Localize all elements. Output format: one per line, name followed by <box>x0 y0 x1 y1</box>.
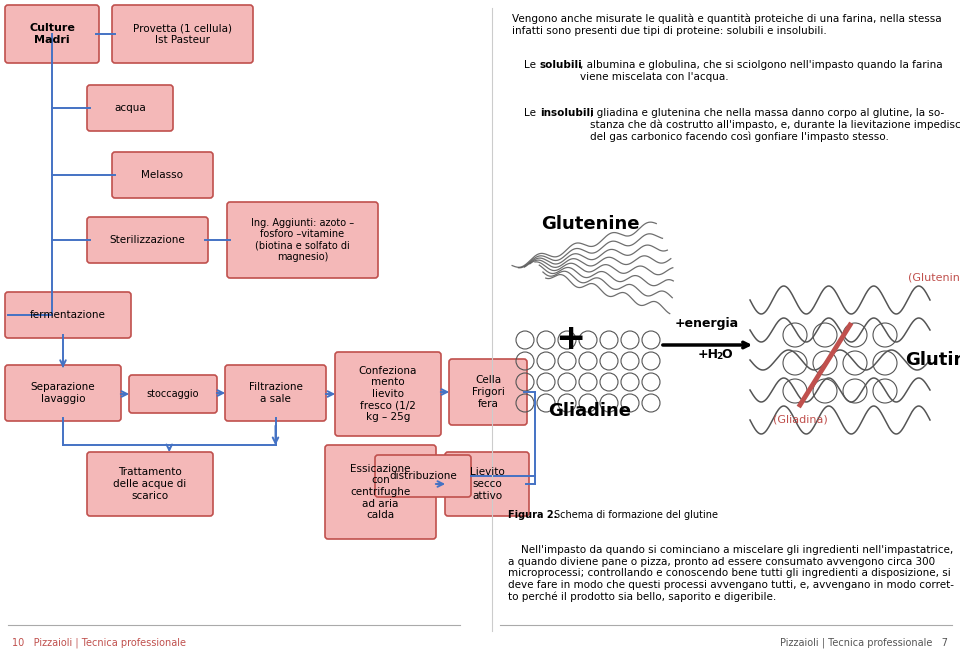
Text: Le: Le <box>524 108 540 118</box>
Text: Schema di formazione del glutine: Schema di formazione del glutine <box>554 510 718 520</box>
Text: Glutine: Glutine <box>905 351 960 369</box>
Text: +H: +H <box>698 348 719 361</box>
FancyBboxPatch shape <box>5 292 131 338</box>
Text: stoccaggio: stoccaggio <box>147 389 200 399</box>
Text: (Gliadina): (Gliadina) <box>773 415 828 425</box>
Text: Ing. Aggiunti: azoto –
fosforo –vitamine
(biotina e solfato di
magnesio): Ing. Aggiunti: azoto – fosforo –vitamine… <box>251 217 354 262</box>
Text: Sterilizzazione: Sterilizzazione <box>109 235 185 245</box>
Text: acqua: acqua <box>114 103 146 113</box>
Text: Figura 2.: Figura 2. <box>508 510 558 520</box>
Text: Lievito
secco
attivo: Lievito secco attivo <box>469 467 504 500</box>
Text: insolubili: insolubili <box>540 108 593 118</box>
Text: +: + <box>555 322 586 356</box>
Text: (Glutenina): (Glutenina) <box>908 272 960 282</box>
FancyBboxPatch shape <box>87 85 173 131</box>
Text: +energia: +energia <box>675 317 739 330</box>
FancyBboxPatch shape <box>87 217 208 263</box>
FancyBboxPatch shape <box>112 5 253 63</box>
FancyBboxPatch shape <box>445 452 529 516</box>
FancyBboxPatch shape <box>129 375 217 413</box>
FancyBboxPatch shape <box>87 452 213 516</box>
FancyBboxPatch shape <box>112 152 213 198</box>
FancyBboxPatch shape <box>375 455 471 497</box>
Text: distribuzione: distribuzione <box>389 471 457 481</box>
Text: , albumina e globulina, che si sciolgono nell'impasto quando la farina
viene mis: , albumina e globulina, che si sciolgono… <box>580 60 943 81</box>
Text: , gliadina e glutenina che nella massa danno corpo al glutine, la so-
stanza che: , gliadina e glutenina che nella massa d… <box>590 108 960 142</box>
Text: Cella
Frigori
fera: Cella Frigori fera <box>471 375 504 408</box>
Text: Separazione
lavaggio: Separazione lavaggio <box>31 382 95 404</box>
FancyBboxPatch shape <box>227 202 378 278</box>
FancyBboxPatch shape <box>5 365 121 421</box>
Text: Gliadine: Gliadine <box>548 402 632 420</box>
Text: Provetta (1 cellula)
Ist Pasteur: Provetta (1 cellula) Ist Pasteur <box>133 23 232 45</box>
FancyBboxPatch shape <box>325 445 436 539</box>
FancyBboxPatch shape <box>449 359 527 425</box>
Text: Melasso: Melasso <box>141 170 183 180</box>
Text: Confeziona
mento
lievito
fresco (1/2
kg – 25g: Confeziona mento lievito fresco (1/2 kg … <box>359 366 418 422</box>
Text: 2: 2 <box>716 352 722 361</box>
Text: Nell'impasto da quando si cominciano a miscelare gli ingredienti nell'impastatri: Nell'impasto da quando si cominciano a m… <box>508 545 954 602</box>
Text: solubili: solubili <box>540 60 583 70</box>
Text: Essicazione
con
centrifughe
ad aria
calda: Essicazione con centrifughe ad aria cald… <box>350 464 411 520</box>
Text: Vengono anche misurate le qualità e quantità proteiche di una farina, nella stes: Vengono anche misurate le qualità e quan… <box>512 14 942 36</box>
Text: Culture
Madri: Culture Madri <box>29 23 75 45</box>
Text: 10   Pizzaioli | Tecnica professionale: 10 Pizzaioli | Tecnica professionale <box>12 638 186 648</box>
Text: Glutenine: Glutenine <box>540 215 639 233</box>
FancyBboxPatch shape <box>335 352 441 436</box>
Text: fermentazione: fermentazione <box>30 310 106 320</box>
Text: Trattamento
delle acque di
scarico: Trattamento delle acque di scarico <box>113 467 186 500</box>
FancyBboxPatch shape <box>225 365 326 421</box>
Text: Filtrazione
a sale: Filtrazione a sale <box>249 382 302 404</box>
FancyBboxPatch shape <box>5 5 99 63</box>
Text: Pizzaioli | Tecnica professionale   7: Pizzaioli | Tecnica professionale 7 <box>780 638 948 648</box>
Text: Le: Le <box>524 60 540 70</box>
Text: O: O <box>721 348 732 361</box>
